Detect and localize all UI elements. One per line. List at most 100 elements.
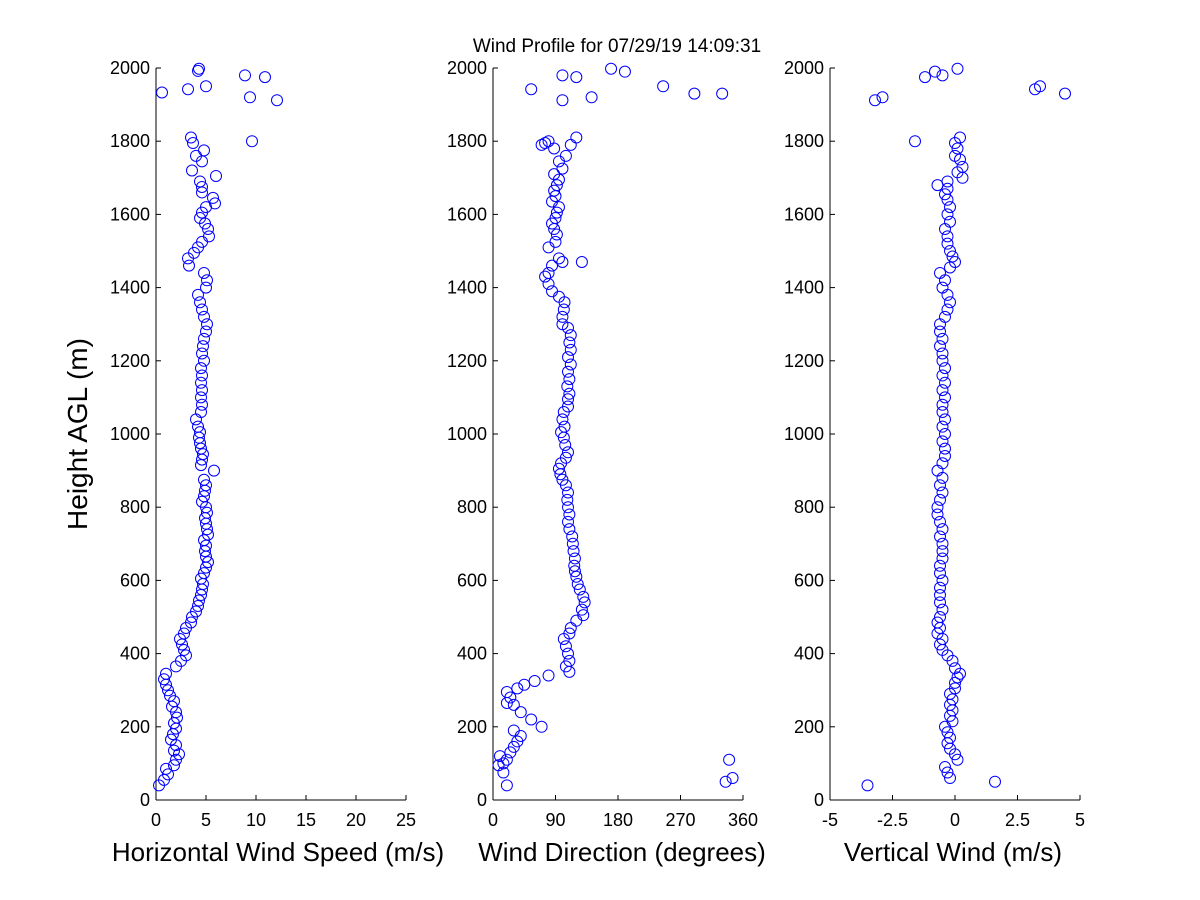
horizontal-speed-data-point <box>192 288 204 301</box>
vertical-wind-data-point <box>936 603 949 616</box>
vertical-wind-data-point <box>936 537 949 550</box>
horizontal-speed-data-point <box>193 594 205 607</box>
horizontal-speed-data-point <box>195 362 207 375</box>
vertical-wind-data-point <box>941 230 954 243</box>
wind-direction-ytick-label: 1000 <box>447 424 487 444</box>
wind-direction-data-point <box>564 329 577 342</box>
horizontal-speed-ytick-label: 1800 <box>110 131 150 151</box>
vertical-wind-data-point <box>934 589 946 602</box>
vertical-wind-data-point <box>946 693 959 706</box>
horizontal-speed-axes: 0 200 400 600 800 1000 1200 1400 1600 1800 2000 0 5 1… <box>110 58 416 830</box>
wind-direction-ytick-label: 400 <box>457 644 487 664</box>
horizontal-speed-data-point <box>182 83 194 96</box>
vertical-wind-ytick-label: 1800 <box>784 131 824 151</box>
wind-direction-data-point <box>573 583 586 596</box>
horizontal-speed-data-point <box>196 180 208 193</box>
vertical-wind-ytick-label: 1600 <box>784 204 824 224</box>
vertical-wind-xtick-label: -5 <box>822 810 838 830</box>
wind-direction-data-point <box>552 155 565 168</box>
vertical-wind-data-point <box>951 62 964 75</box>
vertical-wind-data-point <box>936 471 949 484</box>
horizontal-speed-ytick-label: 2000 <box>110 58 150 78</box>
horizontal-speed-data-point <box>200 80 212 93</box>
figure-title: Wind Profile for 07/29/19 14:09:31 <box>473 36 761 57</box>
vertical-wind-data-point <box>919 71 931 84</box>
horizontal-speed-data-point <box>200 325 212 338</box>
wind-direction-data-point <box>552 462 565 475</box>
vertical-wind-ytick-label: 1400 <box>784 278 824 298</box>
wind-direction-data-point <box>567 545 580 558</box>
wind-direction-ytick-label: 0 <box>477 790 487 810</box>
vertical-wind-xtick-label: 0 <box>950 810 960 830</box>
wind-direction-data-point <box>556 69 569 82</box>
horizontal-speed-data-point <box>178 643 190 656</box>
horizontal-speed-xtick-label: 25 <box>396 810 416 830</box>
wind-direction-data-point <box>528 675 541 688</box>
horizontal-speed-data-point <box>171 711 183 724</box>
vertical-wind-data-point <box>944 245 956 257</box>
vertical-wind-data-point <box>939 274 951 287</box>
wind-direction-data-point <box>559 438 572 451</box>
panel-vertical-wind: 0 200 400 600 800 1000 1200 1400 1600 1800 2000 -5 -… <box>784 58 1085 867</box>
vertical-wind-data-point <box>936 406 949 419</box>
wind-direction-xlabel: Wind Direction (degrees) <box>478 837 766 867</box>
vertical-wind-data-point <box>949 255 961 268</box>
horizontal-speed-data-point <box>200 479 212 492</box>
horizontal-speed-data-point <box>196 369 208 382</box>
wind-direction-data-point <box>716 87 729 100</box>
vertical-wind-data-point <box>936 523 949 536</box>
wind-direction-data-point <box>559 640 572 653</box>
vertical-wind-data-point <box>936 69 949 82</box>
wind-direction-data-point <box>568 552 581 565</box>
horizontal-speed-data-point <box>194 212 206 225</box>
wind-direction-data-point <box>571 578 584 591</box>
wind-direction-data-point <box>657 80 670 93</box>
wind-direction-data-point <box>525 713 538 726</box>
wind-direction-data-point <box>577 609 590 622</box>
vertical-wind-data-point <box>1034 80 1046 93</box>
wind-direction-xtick-label: 90 <box>545 810 565 830</box>
wind-direction-data-point <box>562 515 574 528</box>
wind-direction-data-point <box>500 686 513 699</box>
vertical-wind-xtick-label: 5 <box>1075 810 1085 830</box>
vertical-wind-data-point <box>941 237 954 250</box>
wind-direction-data-point <box>497 757 510 770</box>
wind-direction-xtick-label: 0 <box>488 810 498 830</box>
horizontal-speed-data-point <box>156 86 168 99</box>
horizontal-speed-data-point <box>239 69 251 82</box>
vertical-wind-data-point <box>934 493 946 506</box>
vertical-wind-data-point <box>949 662 961 675</box>
wind-direction-data-point <box>575 255 588 268</box>
wind-direction-data-point <box>563 654 576 667</box>
vertical-wind-data-point <box>936 347 949 360</box>
wind-direction-data-point <box>550 179 563 192</box>
wind-direction-ytick-label: 1800 <box>447 131 487 151</box>
wind-direction-data-point <box>578 596 591 609</box>
wind-direction-data-point <box>556 473 569 486</box>
horizontal-speed-xtick-label: 15 <box>296 810 316 830</box>
horizontal-speed-ytick-label: 1200 <box>110 351 150 371</box>
horizontal-speed-ytick-label: 800 <box>120 497 150 517</box>
horizontal-speed-data-point <box>190 149 202 162</box>
horizontal-speed-data-point <box>160 667 172 680</box>
wind-direction-data-point <box>563 627 576 640</box>
wind-direction-data-point <box>507 724 520 737</box>
vertical-wind-data-point <box>936 354 949 367</box>
horizontal-speed-data-point <box>197 448 209 461</box>
wind-direction-data-point <box>535 138 548 151</box>
horizontal-speed-points <box>153 62 283 792</box>
wind-direction-data-point <box>550 206 563 219</box>
vertical-wind-data-point <box>941 766 954 779</box>
vertical-wind-data-point <box>1059 87 1071 100</box>
vertical-wind-data-point <box>936 574 949 587</box>
vertical-wind-data-point <box>936 545 949 558</box>
vertical-wind-data-point <box>944 731 956 744</box>
wind-direction-ytick-label: 1600 <box>447 204 487 224</box>
horizontal-speed-data-point <box>246 135 258 148</box>
wind-direction-data-point <box>500 753 513 766</box>
vertical-wind-data-point <box>944 215 956 228</box>
vertical-wind-data-point <box>939 761 951 774</box>
vertical-wind-data-point <box>876 91 889 104</box>
wind-direction-xtick-label: 180 <box>603 810 633 830</box>
vertical-wind-ytick-label: 600 <box>794 570 824 590</box>
